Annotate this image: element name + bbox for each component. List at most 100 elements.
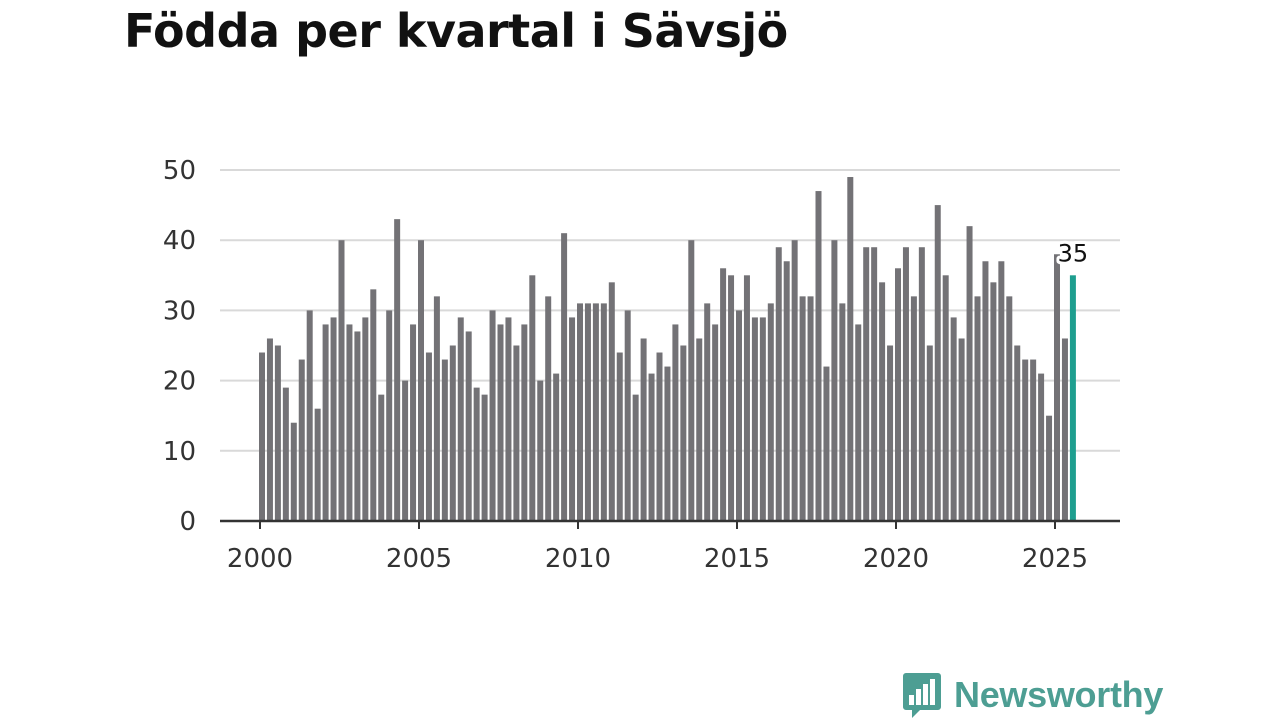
bar bbox=[489, 310, 496, 521]
bar bbox=[648, 373, 655, 521]
bar bbox=[799, 296, 806, 521]
data-label: 35 bbox=[1058, 239, 1089, 267]
y-tick-label: 10 bbox=[163, 437, 196, 467]
bar bbox=[704, 303, 711, 521]
bar bbox=[370, 289, 377, 521]
y-tick-label: 40 bbox=[163, 226, 196, 256]
bar bbox=[839, 303, 846, 521]
highlight-bar bbox=[1069, 275, 1076, 521]
bar bbox=[823, 366, 830, 521]
bars bbox=[259, 177, 1076, 522]
bar bbox=[926, 345, 933, 521]
bar bbox=[505, 317, 512, 521]
bar bbox=[608, 282, 615, 521]
y-tick-label: 20 bbox=[163, 367, 196, 397]
bar bbox=[402, 380, 409, 521]
bar bbox=[887, 345, 894, 521]
y-tick-label: 50 bbox=[163, 156, 196, 186]
x-tick-label: 2025 bbox=[1022, 544, 1088, 574]
bar bbox=[330, 317, 337, 521]
bar bbox=[1022, 359, 1029, 521]
bar bbox=[378, 394, 385, 521]
brand-name: Newsworthy bbox=[954, 674, 1164, 715]
bar bbox=[282, 387, 289, 521]
bar bbox=[497, 324, 504, 521]
bar bbox=[767, 303, 774, 521]
bar bbox=[902, 247, 909, 521]
x-tick-label: 2010 bbox=[545, 544, 611, 574]
bar bbox=[1046, 415, 1053, 521]
bar bbox=[553, 373, 560, 521]
bar-chart-speech-bubble-icon bbox=[903, 673, 941, 718]
bar bbox=[688, 240, 695, 521]
bar bbox=[895, 268, 901, 521]
bar bbox=[1038, 373, 1045, 521]
bar bbox=[354, 331, 361, 521]
bar bbox=[600, 303, 607, 521]
bar bbox=[1030, 359, 1037, 521]
bar bbox=[457, 317, 464, 521]
bar bbox=[322, 324, 329, 521]
bar bbox=[1061, 338, 1068, 521]
bar bbox=[346, 324, 353, 521]
bar bbox=[266, 338, 273, 521]
bar bbox=[863, 247, 870, 521]
bar bbox=[481, 394, 488, 521]
bar bbox=[672, 324, 679, 521]
bar bbox=[736, 310, 742, 521]
bar bbox=[561, 233, 568, 521]
bar bbox=[577, 303, 583, 521]
bar bbox=[982, 261, 989, 521]
x-tick-label: 2000 bbox=[227, 544, 293, 574]
bar bbox=[314, 408, 321, 521]
bar bbox=[274, 345, 281, 521]
labels: 0 10 20 30 40 50 2000 2005 2010 2015 2020 2025 35 bbox=[163, 156, 1091, 574]
bar bbox=[338, 240, 345, 521]
bar bbox=[807, 296, 814, 521]
bar bbox=[513, 345, 520, 521]
bar bbox=[449, 345, 456, 521]
bar bbox=[1054, 254, 1060, 522]
bar bbox=[743, 275, 750, 521]
bar bbox=[847, 177, 854, 521]
bar bbox=[775, 247, 782, 521]
bar bbox=[386, 310, 393, 521]
bar bbox=[910, 296, 917, 521]
bar bbox=[696, 338, 703, 521]
bar bbox=[632, 394, 639, 521]
bar bbox=[410, 324, 417, 521]
bar bbox=[425, 352, 432, 521]
bar bbox=[783, 261, 790, 521]
bar bbox=[624, 310, 631, 521]
bar bbox=[362, 317, 369, 521]
bar bbox=[1014, 345, 1021, 521]
bar bbox=[545, 296, 552, 521]
bar bbox=[720, 268, 727, 521]
bar bbox=[942, 275, 949, 521]
y-tick-label: 30 bbox=[163, 296, 196, 326]
bar bbox=[855, 324, 862, 521]
bar bbox=[680, 345, 687, 521]
bar bbox=[950, 317, 957, 521]
bar bbox=[831, 240, 838, 521]
bar bbox=[791, 240, 798, 521]
axes bbox=[220, 519, 1120, 529]
bar bbox=[529, 275, 536, 521]
bar bbox=[990, 282, 997, 521]
bar bbox=[394, 219, 401, 521]
bar bbox=[441, 359, 448, 521]
bar bbox=[306, 310, 313, 521]
bar bbox=[958, 338, 965, 521]
bar bbox=[1006, 296, 1013, 521]
bar bbox=[879, 282, 886, 521]
bar bbox=[521, 324, 528, 521]
bar bbox=[537, 380, 544, 521]
bar bbox=[974, 296, 981, 521]
bar bbox=[728, 275, 735, 521]
bar bbox=[712, 324, 719, 521]
bar bbox=[871, 247, 878, 521]
bar bbox=[815, 191, 822, 521]
bar bbox=[656, 352, 663, 521]
bar bbox=[918, 247, 925, 521]
bar bbox=[569, 317, 576, 521]
